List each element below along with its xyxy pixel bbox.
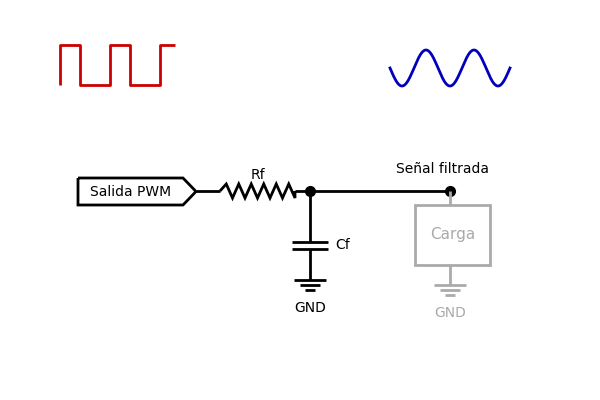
Text: Carga: Carga (430, 228, 475, 242)
Text: Cf: Cf (335, 238, 350, 252)
Text: GND: GND (294, 301, 326, 315)
Text: GND: GND (434, 306, 466, 320)
Bar (415, 205, 490, 265)
Text: Señal filtrada: Señal filtrada (395, 162, 488, 176)
Text: Rf: Rf (250, 168, 265, 182)
Text: Salida PWM: Salida PWM (90, 184, 171, 198)
